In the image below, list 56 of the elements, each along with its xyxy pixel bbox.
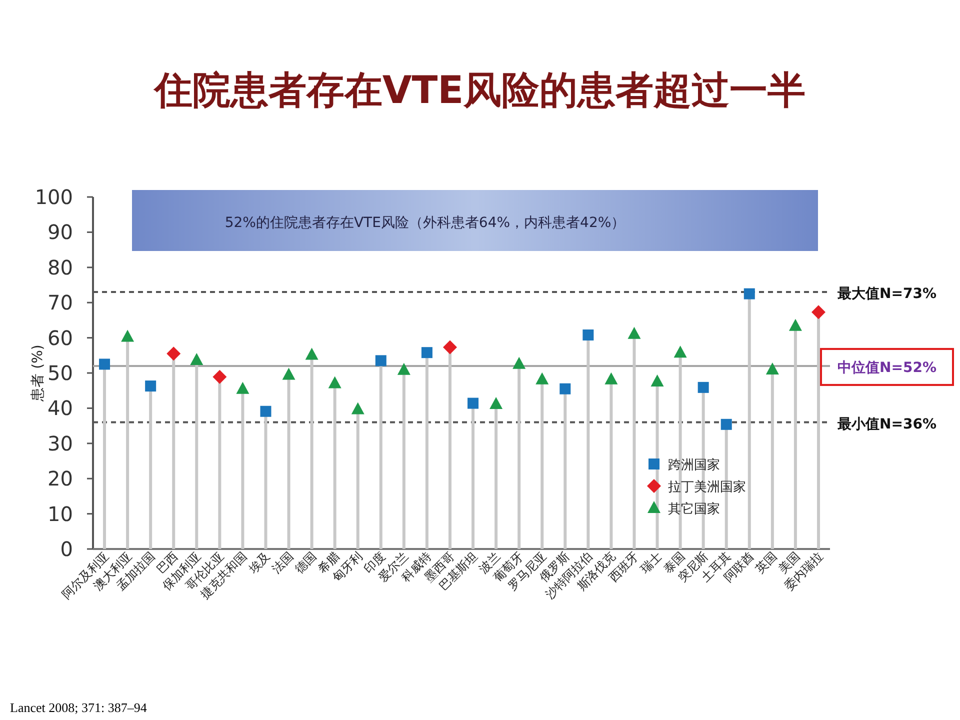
point <box>99 358 110 370</box>
point <box>166 346 181 361</box>
ref-line-label: 最小值N=36% <box>836 416 936 432</box>
point <box>744 288 755 300</box>
annotation: 52%的住院患者存在VTE风险（外科患者64%，内科患者42%） <box>224 215 626 231</box>
ref-line-label: 最大值N=73% <box>836 286 936 302</box>
point <box>560 383 571 394</box>
y-tick-label: 50 <box>48 361 73 385</box>
y-tick-label: 60 <box>48 326 73 350</box>
y-tick-label: 20 <box>48 466 73 491</box>
y-tick-label: 70 <box>48 290 73 315</box>
y-tick-label: 40 <box>48 396 73 420</box>
x-tick-label: 英国 <box>752 549 780 576</box>
point <box>190 352 204 365</box>
y-axis-title: 患者 (%) <box>30 344 46 402</box>
point <box>121 330 134 342</box>
y-tick-label: 0 <box>60 537 73 561</box>
point <box>421 347 432 358</box>
point <box>375 355 386 366</box>
y-tick-label: 30 <box>48 431 73 456</box>
y-tick-label: 10 <box>48 502 73 526</box>
point <box>650 374 664 386</box>
point <box>212 370 227 384</box>
text: Lancet 2008; 371: 387–94 <box>10 700 148 715</box>
point <box>512 356 526 369</box>
point <box>282 368 296 380</box>
point <box>305 348 318 360</box>
legend-label: 跨洲国家 <box>668 457 720 473</box>
point <box>604 372 618 384</box>
point <box>328 376 342 388</box>
y-tick-label: 100 <box>34 185 73 209</box>
point <box>397 362 410 375</box>
chart-title: 住院患者存在VTE风险的患者超过一半 <box>152 68 806 112</box>
point <box>720 418 732 430</box>
point <box>788 318 802 331</box>
legend-label: 其它国家 <box>668 501 720 517</box>
point <box>490 396 503 409</box>
point <box>674 346 687 358</box>
legend-label: 拉丁美洲国家 <box>668 479 746 495</box>
point <box>260 406 272 417</box>
point <box>536 372 549 384</box>
y-tick-label: 80 <box>48 255 73 280</box>
point <box>468 398 479 409</box>
x-tick-label: 法国 <box>269 549 296 576</box>
x-tick-label: 瑞士 <box>638 549 664 576</box>
point <box>766 362 779 374</box>
ref-line-label: 中位值N=52% <box>838 360 936 376</box>
point <box>698 382 709 393</box>
point <box>442 340 457 354</box>
point <box>236 382 250 394</box>
point <box>351 402 364 414</box>
point <box>628 326 641 339</box>
point <box>582 329 594 340</box>
point <box>145 380 156 392</box>
y-tick-label: 90 <box>48 220 73 244</box>
point <box>811 305 826 320</box>
